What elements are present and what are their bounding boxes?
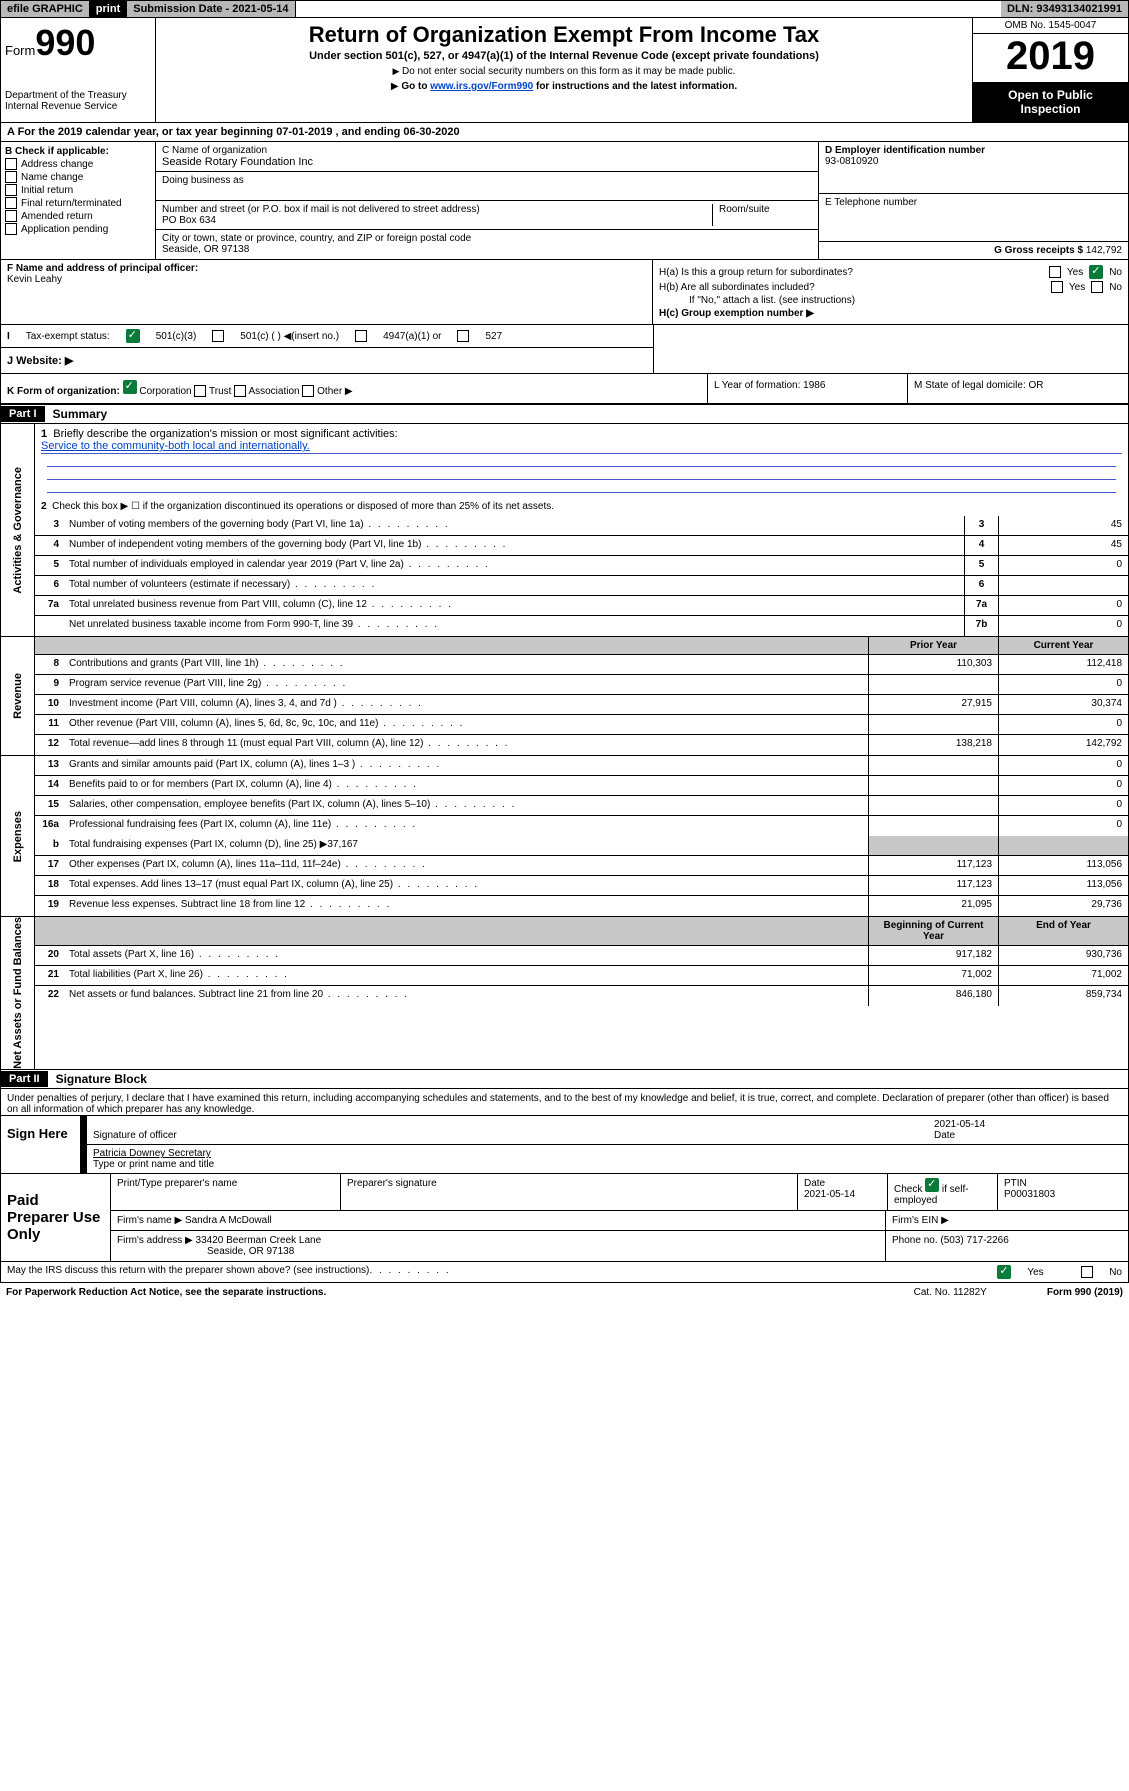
table-row: 21 Total liabilities (Part X, line 26) 7… — [35, 966, 1128, 986]
table-row: 11 Other revenue (Part VIII, column (A),… — [35, 715, 1128, 735]
ptin: P00031803 — [1004, 1189, 1055, 1200]
other-cb[interactable] — [302, 385, 314, 397]
dept-treasury: Department of the Treasury — [5, 90, 151, 101]
street-address: PO Box 634 — [162, 215, 712, 226]
hb-no[interactable] — [1091, 281, 1103, 293]
expenses-label: Expenses — [1, 756, 35, 916]
footer-row: For Paperwork Reduction Act Notice, see … — [0, 1283, 1129, 1302]
governance-label: Activities & Governance — [1, 424, 35, 636]
ein: 93-0810920 — [825, 156, 878, 167]
open-public-badge: Open to Public Inspection — [973, 82, 1128, 122]
trust-cb[interactable] — [194, 385, 206, 397]
501c3-checked[interactable] — [126, 329, 140, 343]
omb-number: OMB No. 1545-0047 — [973, 18, 1128, 34]
city-state-zip: Seaside, OR 97138 — [162, 244, 812, 255]
form990-link[interactable]: www.irs.gov/Form990 — [430, 81, 533, 92]
cb-address-change[interactable]: Address change — [5, 158, 151, 170]
form-number: Form990 — [5, 22, 151, 64]
firm-address: 33420 Beerman Creek Lane — [196, 1235, 322, 1246]
dba-label: Doing business as — [156, 172, 818, 201]
box-b: B Check if applicable: Address change Na… — [1, 142, 156, 259]
discuss-row: May the IRS discuss this return with the… — [0, 1262, 1129, 1283]
table-row: 3 Number of voting members of the govern… — [35, 516, 1128, 536]
top-bar: efile GRAPHIC print Submission Date - 20… — [0, 0, 1129, 18]
org-name: Seaside Rotary Foundation Inc — [162, 156, 812, 168]
cb-initial-return[interactable]: Initial return — [5, 184, 151, 196]
part1-title: Summary — [45, 405, 116, 423]
cb-final-return[interactable]: Final return/terminated — [5, 197, 151, 209]
part2-badge: Part II — [1, 1071, 48, 1087]
table-row: 6 Total number of volunteers (estimate i… — [35, 576, 1128, 596]
table-row: 18 Total expenses. Add lines 13–17 (must… — [35, 876, 1128, 896]
tax-year: 2019 — [973, 34, 1128, 82]
ha-yes[interactable] — [1049, 266, 1061, 278]
table-row: 5 Total number of individuals employed i… — [35, 556, 1128, 576]
firm-phone: (503) 717-2266 — [940, 1235, 1008, 1246]
table-row: Net unrelated business taxable income fr… — [35, 616, 1128, 636]
state-domicile: M State of legal domicile: OR — [908, 374, 1128, 403]
efile-label: efile GRAPHIC — [1, 1, 90, 17]
table-row: 14 Benefits paid to or for members (Part… — [35, 776, 1128, 796]
cb-amended[interactable]: Amended return — [5, 210, 151, 222]
table-row: 9 Program service revenue (Part VIII, li… — [35, 675, 1128, 695]
principal-officer: Kevin Leahy — [7, 274, 62, 285]
officer-name: Patricia Downey Secretary — [93, 1148, 211, 1159]
mission-text: Service to the community-both local and … — [41, 440, 1122, 454]
org-form-row: K Form of organization: Corporation Trus… — [0, 374, 1129, 404]
form-title: Return of Organization Exempt From Incom… — [160, 22, 968, 48]
print-button[interactable]: print — [90, 1, 127, 17]
table-row: 17 Other expenses (Part IX, column (A), … — [35, 856, 1128, 876]
self-employed-check[interactable]: Check if self-employed — [888, 1174, 998, 1210]
instructions-link-row: ▶ Go to www.irs.gov/Form990 for instruct… — [160, 81, 968, 92]
table-row: 4 Number of independent voting members o… — [35, 536, 1128, 556]
501c-other[interactable] — [212, 330, 224, 342]
table-row: 16a Professional fundraising fees (Part … — [35, 816, 1128, 836]
table-row: 12 Total revenue—add lines 8 through 11 … — [35, 735, 1128, 755]
table-row: 13 Grants and similar amounts paid (Part… — [35, 756, 1128, 776]
year-formation: L Year of formation: 1986 — [708, 374, 908, 403]
cb-name-change[interactable]: Name change — [5, 171, 151, 183]
corp-checked[interactable] — [123, 380, 137, 394]
ssn-notice: Do not enter social security numbers on … — [160, 66, 968, 77]
4947a1[interactable] — [355, 330, 367, 342]
paid-preparer-block: Paid Preparer Use Only Print/Type prepar… — [0, 1174, 1129, 1262]
hb-yes[interactable] — [1051, 281, 1063, 293]
dln-label: DLN: 93493134021991 — [1001, 1, 1128, 17]
netassets-label: Net Assets or Fund Balances — [1, 917, 35, 1069]
revenue-label: Revenue — [1, 637, 35, 755]
box-deg: D Employer identification number 93-0810… — [818, 142, 1128, 259]
submission-date: Submission Date - 2021-05-14 — [127, 1, 295, 17]
box-c: C Name of organization Seaside Rotary Fo… — [156, 142, 818, 259]
sign-here-block: Sign Here Signature of officer 2021-05-1… — [0, 1116, 1129, 1174]
part2-title: Signature Block — [48, 1070, 155, 1088]
table-row: 22 Net assets or fund balances. Subtract… — [35, 986, 1128, 1006]
gross-receipts: 142,792 — [1086, 245, 1122, 256]
firm-name: Sandra A McDowall — [185, 1215, 272, 1226]
dept-irs: Internal Revenue Service — [5, 101, 151, 112]
discuss-yes-checked[interactable] — [997, 1265, 1011, 1279]
perjury-declaration: Under penalties of perjury, I declare th… — [0, 1089, 1129, 1116]
website-row: J Website: ▶ — [1, 348, 653, 373]
discuss-no[interactable] — [1081, 1266, 1093, 1278]
form-header: Form990 Department of the Treasury Inter… — [0, 18, 1129, 123]
table-row: 15 Salaries, other compensation, employe… — [35, 796, 1128, 816]
cb-app-pending[interactable]: Application pending — [5, 223, 151, 235]
part1-badge: Part I — [1, 406, 45, 422]
assoc-cb[interactable] — [234, 385, 246, 397]
table-row: 8 Contributions and grants (Part VIII, l… — [35, 655, 1128, 675]
ha-no-checked[interactable] — [1089, 265, 1103, 279]
form-subtitle: Under section 501(c), 527, or 4947(a)(1)… — [160, 50, 968, 62]
telephone: E Telephone number — [819, 194, 1128, 242]
table-row: 7a Total unrelated business revenue from… — [35, 596, 1128, 616]
527[interactable] — [457, 330, 469, 342]
table-row: 19 Revenue less expenses. Subtract line … — [35, 896, 1128, 916]
entity-info-grid: B Check if applicable: Address change Na… — [0, 142, 1129, 260]
officer-group-row: F Name and address of principal officer:… — [0, 260, 1129, 325]
tax-period: A For the 2019 calendar year, or tax yea… — [0, 123, 1129, 142]
table-row: 10 Investment income (Part VIII, column … — [35, 695, 1128, 715]
table-row: 20 Total assets (Part X, line 16) 917,18… — [35, 946, 1128, 966]
